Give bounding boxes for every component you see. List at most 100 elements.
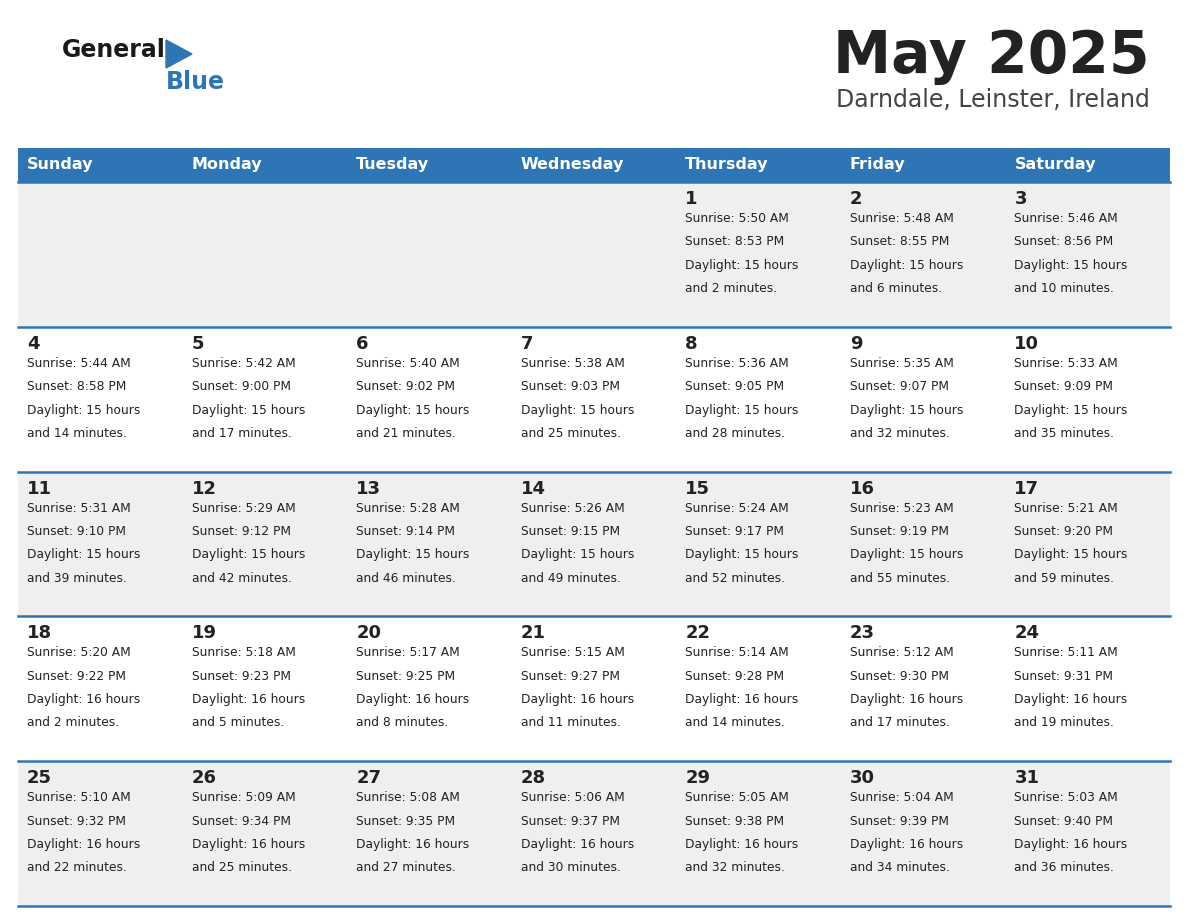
Text: 28: 28 (520, 769, 545, 788)
Text: Sunset: 9:38 PM: Sunset: 9:38 PM (685, 814, 784, 827)
Text: and 46 minutes.: and 46 minutes. (356, 572, 456, 585)
Text: Sunrise: 5:38 AM: Sunrise: 5:38 AM (520, 357, 625, 370)
Text: 19: 19 (191, 624, 216, 643)
Text: Sunset: 9:20 PM: Sunset: 9:20 PM (1015, 525, 1113, 538)
Text: Daylight: 16 hours: Daylight: 16 hours (1015, 838, 1127, 851)
Text: Sunrise: 5:33 AM: Sunrise: 5:33 AM (1015, 357, 1118, 370)
Text: and 27 minutes.: and 27 minutes. (356, 861, 456, 874)
Text: Daylight: 15 hours: Daylight: 15 hours (27, 404, 140, 417)
Text: 8: 8 (685, 335, 697, 353)
Text: Sunrise: 5:06 AM: Sunrise: 5:06 AM (520, 791, 625, 804)
Text: Daylight: 15 hours: Daylight: 15 hours (191, 404, 305, 417)
Bar (18, 327, 183, 472)
Text: Daylight: 16 hours: Daylight: 16 hours (1015, 693, 1127, 706)
Text: Sunset: 9:00 PM: Sunset: 9:00 PM (191, 380, 291, 393)
Text: 14: 14 (520, 479, 545, 498)
Text: 4: 4 (27, 335, 39, 353)
Text: Daylight: 15 hours: Daylight: 15 hours (520, 548, 634, 561)
Text: Sunrise: 5:11 AM: Sunrise: 5:11 AM (1015, 646, 1118, 659)
Text: Sunrise: 5:28 AM: Sunrise: 5:28 AM (356, 501, 460, 515)
Text: and 42 minutes.: and 42 minutes. (191, 572, 291, 585)
Text: and 14 minutes.: and 14 minutes. (685, 716, 785, 730)
Text: Sunset: 9:14 PM: Sunset: 9:14 PM (356, 525, 455, 538)
Text: Sunset: 9:32 PM: Sunset: 9:32 PM (27, 814, 126, 827)
Text: and 32 minutes.: and 32 minutes. (849, 427, 949, 440)
Text: Saturday: Saturday (1015, 158, 1095, 173)
Text: Sunset: 9:22 PM: Sunset: 9:22 PM (27, 670, 126, 683)
Text: Monday: Monday (191, 158, 263, 173)
Text: and 2 minutes.: and 2 minutes. (27, 716, 119, 730)
Text: and 17 minutes.: and 17 minutes. (849, 716, 949, 730)
Bar (183, 472, 347, 616)
Bar (347, 616, 512, 761)
Bar (18, 616, 183, 761)
Bar (18, 472, 183, 616)
Text: Sunset: 9:27 PM: Sunset: 9:27 PM (520, 670, 620, 683)
Text: Daylight: 16 hours: Daylight: 16 hours (520, 693, 634, 706)
Bar (676, 761, 841, 906)
Bar (183, 182, 347, 327)
Bar (841, 761, 1005, 906)
Text: and 55 minutes.: and 55 minutes. (849, 572, 950, 585)
Text: Sunrise: 5:17 AM: Sunrise: 5:17 AM (356, 646, 460, 659)
Bar (1005, 761, 1170, 906)
Bar (18, 182, 183, 327)
Text: Wednesday: Wednesday (520, 158, 624, 173)
Text: Sunset: 8:53 PM: Sunset: 8:53 PM (685, 235, 784, 249)
Text: Sunset: 9:35 PM: Sunset: 9:35 PM (356, 814, 455, 827)
Text: Sunrise: 5:14 AM: Sunrise: 5:14 AM (685, 646, 789, 659)
Bar (512, 148, 676, 182)
Text: Sunset: 9:37 PM: Sunset: 9:37 PM (520, 814, 620, 827)
Bar (512, 327, 676, 472)
Text: and 17 minutes.: and 17 minutes. (191, 427, 291, 440)
Text: Daylight: 16 hours: Daylight: 16 hours (191, 693, 305, 706)
Text: Sunrise: 5:04 AM: Sunrise: 5:04 AM (849, 791, 954, 804)
Text: and 25 minutes.: and 25 minutes. (520, 427, 620, 440)
Text: Sunset: 8:58 PM: Sunset: 8:58 PM (27, 380, 126, 393)
Text: 1: 1 (685, 190, 697, 208)
Text: and 11 minutes.: and 11 minutes. (520, 716, 620, 730)
Bar (676, 148, 841, 182)
Text: 27: 27 (356, 769, 381, 788)
Text: Daylight: 15 hours: Daylight: 15 hours (520, 404, 634, 417)
Text: Sunset: 9:02 PM: Sunset: 9:02 PM (356, 380, 455, 393)
Text: Daylight: 16 hours: Daylight: 16 hours (849, 693, 963, 706)
Bar (1005, 472, 1170, 616)
Text: Sunrise: 5:46 AM: Sunrise: 5:46 AM (1015, 212, 1118, 225)
Text: 6: 6 (356, 335, 368, 353)
Text: 31: 31 (1015, 769, 1040, 788)
Text: Sunset: 9:19 PM: Sunset: 9:19 PM (849, 525, 949, 538)
Text: Daylight: 15 hours: Daylight: 15 hours (356, 548, 469, 561)
Text: Sunset: 9:15 PM: Sunset: 9:15 PM (520, 525, 620, 538)
Bar (676, 327, 841, 472)
Text: and 59 minutes.: and 59 minutes. (1015, 572, 1114, 585)
Text: Sunset: 9:34 PM: Sunset: 9:34 PM (191, 814, 291, 827)
Text: 3: 3 (1015, 190, 1026, 208)
Bar (183, 148, 347, 182)
Text: and 36 minutes.: and 36 minutes. (1015, 861, 1114, 874)
Bar (183, 327, 347, 472)
Text: Daylight: 15 hours: Daylight: 15 hours (191, 548, 305, 561)
Text: Sunrise: 5:35 AM: Sunrise: 5:35 AM (849, 357, 954, 370)
Text: Daylight: 15 hours: Daylight: 15 hours (849, 548, 963, 561)
Text: Sunrise: 5:48 AM: Sunrise: 5:48 AM (849, 212, 954, 225)
Text: Daylight: 15 hours: Daylight: 15 hours (685, 259, 798, 272)
Text: Sunset: 9:17 PM: Sunset: 9:17 PM (685, 525, 784, 538)
Text: and 34 minutes.: and 34 minutes. (849, 861, 949, 874)
Bar (512, 616, 676, 761)
Bar (183, 616, 347, 761)
Text: Tuesday: Tuesday (356, 158, 429, 173)
Bar (676, 616, 841, 761)
Text: Sunset: 8:55 PM: Sunset: 8:55 PM (849, 235, 949, 249)
Text: and 6 minutes.: and 6 minutes. (849, 282, 942, 295)
Text: Sunrise: 5:23 AM: Sunrise: 5:23 AM (849, 501, 954, 515)
Text: Sunset: 9:40 PM: Sunset: 9:40 PM (1015, 814, 1113, 827)
Text: Daylight: 15 hours: Daylight: 15 hours (685, 404, 798, 417)
Text: 25: 25 (27, 769, 52, 788)
Text: 21: 21 (520, 624, 545, 643)
Bar (18, 761, 183, 906)
Text: Sunrise: 5:50 AM: Sunrise: 5:50 AM (685, 212, 789, 225)
Text: Daylight: 15 hours: Daylight: 15 hours (356, 404, 469, 417)
Bar (1005, 327, 1170, 472)
Text: 26: 26 (191, 769, 216, 788)
